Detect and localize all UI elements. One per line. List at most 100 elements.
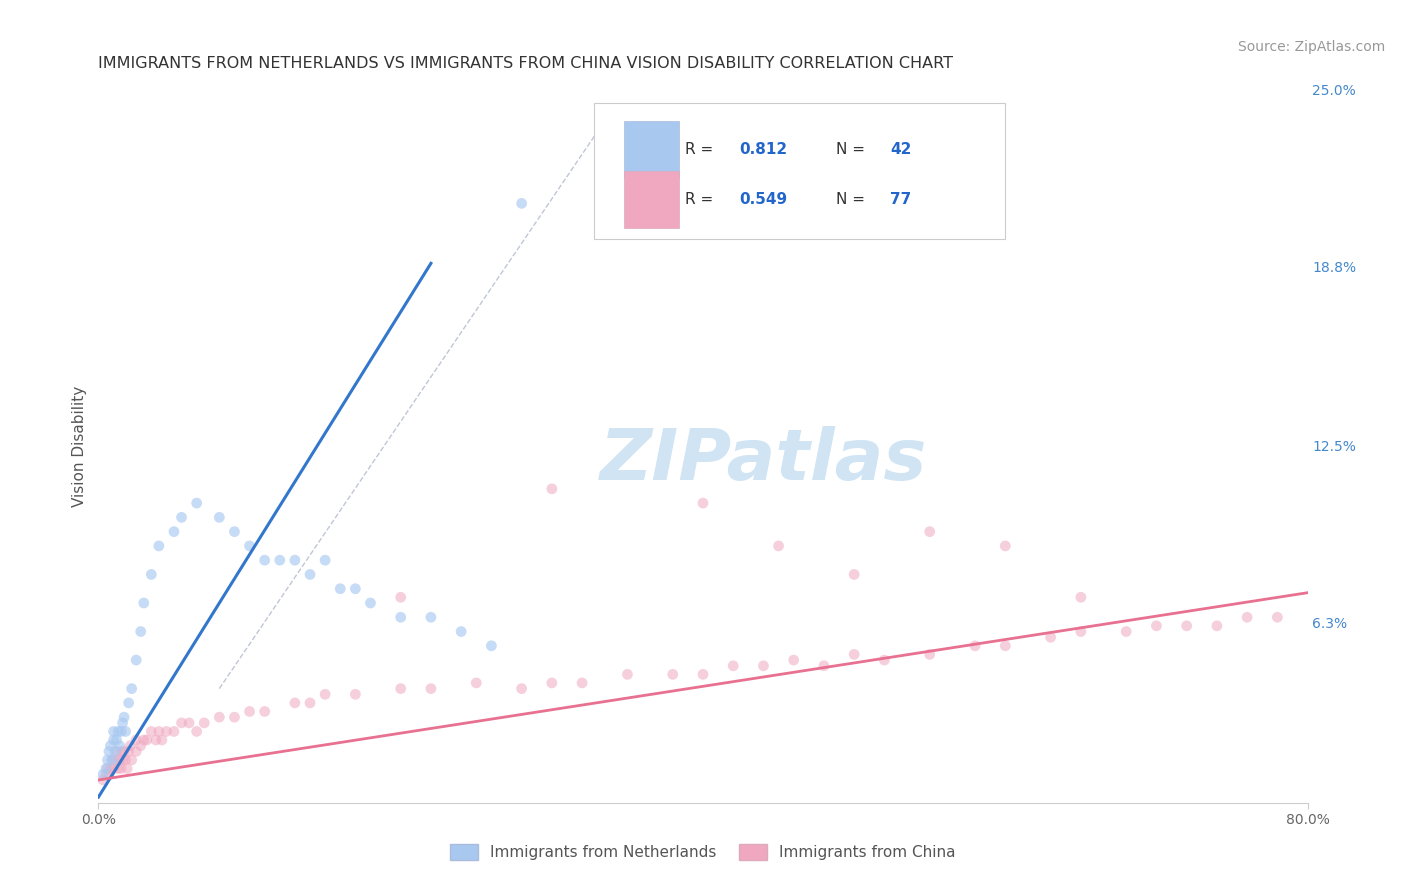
Point — [510, 196, 533, 211]
Legend: Immigrants from Netherlands, Immigrants from China: Immigrants from Netherlands, Immigrants … — [444, 838, 962, 866]
Point — [450, 624, 472, 639]
Text: N =: N = — [837, 193, 870, 207]
Point — [692, 667, 714, 681]
Point — [111, 753, 134, 767]
Point — [132, 596, 155, 610]
Point — [135, 733, 157, 747]
Point — [103, 762, 125, 776]
Point — [1070, 591, 1092, 605]
Point — [329, 582, 352, 596]
Point — [1236, 610, 1258, 624]
Point — [389, 591, 412, 605]
Point — [98, 744, 121, 758]
Point — [163, 524, 186, 539]
Point — [129, 739, 152, 753]
Point — [108, 739, 131, 753]
Point — [141, 724, 163, 739]
Point — [155, 724, 177, 739]
Point — [186, 496, 208, 510]
Point — [844, 567, 866, 582]
Point — [299, 567, 322, 582]
Point — [844, 648, 866, 662]
Point — [125, 653, 148, 667]
Point — [114, 753, 136, 767]
Point — [148, 724, 170, 739]
Point — [465, 676, 488, 690]
Point — [616, 667, 638, 681]
Point — [344, 687, 367, 701]
Point — [208, 510, 231, 524]
Text: 77: 77 — [890, 193, 911, 207]
Text: ZIPatlas: ZIPatlas — [600, 425, 927, 495]
Point — [107, 762, 129, 776]
Point — [193, 715, 215, 730]
Point — [120, 739, 142, 753]
Point — [344, 582, 367, 596]
Point — [540, 676, 562, 690]
Point — [101, 753, 124, 767]
FancyBboxPatch shape — [595, 103, 1005, 239]
Point — [121, 681, 143, 696]
Title: IMMIGRANTS FROM NETHERLANDS VS IMMIGRANTS FROM CHINA VISION DISABILITY CORRELATI: IMMIGRANTS FROM NETHERLANDS VS IMMIGRANT… — [98, 56, 953, 71]
Point — [360, 596, 382, 610]
Text: 0.549: 0.549 — [740, 193, 787, 207]
Point — [389, 610, 412, 624]
Point — [145, 733, 167, 747]
Point — [269, 553, 291, 567]
Point — [125, 733, 148, 747]
Point — [481, 639, 503, 653]
Point — [284, 696, 307, 710]
Text: 0.812: 0.812 — [740, 143, 787, 157]
Point — [314, 553, 336, 567]
Y-axis label: Vision Disability: Vision Disability — [72, 385, 87, 507]
Point — [768, 539, 790, 553]
Point — [96, 753, 118, 767]
Point — [118, 744, 141, 758]
Point — [752, 658, 775, 673]
Point — [125, 744, 148, 758]
Point — [110, 762, 132, 776]
Point — [170, 715, 193, 730]
Point — [96, 762, 118, 776]
Point — [1267, 610, 1289, 624]
Point — [1039, 630, 1062, 644]
Point — [100, 739, 122, 753]
Point — [115, 762, 138, 776]
Point — [661, 667, 683, 681]
Text: 42: 42 — [890, 143, 912, 157]
Point — [540, 482, 562, 496]
Point — [692, 496, 714, 510]
Point — [224, 524, 246, 539]
Point — [420, 610, 443, 624]
Point — [111, 715, 134, 730]
Point — [132, 733, 155, 747]
Text: Source: ZipAtlas.com: Source: ZipAtlas.com — [1237, 40, 1385, 54]
Point — [104, 753, 127, 767]
Point — [141, 567, 163, 582]
Point — [813, 658, 835, 673]
Point — [170, 510, 193, 524]
FancyBboxPatch shape — [624, 171, 679, 228]
Point — [918, 648, 941, 662]
Point — [253, 553, 276, 567]
Point — [103, 733, 125, 747]
Point — [108, 753, 131, 767]
Point — [510, 681, 533, 696]
Point — [239, 705, 262, 719]
Point — [224, 710, 246, 724]
Point — [114, 724, 136, 739]
Point — [783, 653, 806, 667]
Text: R =: R = — [685, 193, 718, 207]
Point — [103, 724, 125, 739]
Point — [91, 767, 114, 781]
Point — [1175, 619, 1198, 633]
Point — [299, 696, 322, 710]
Point — [1115, 624, 1137, 639]
Point — [112, 744, 135, 758]
Point — [94, 762, 117, 776]
Point — [105, 733, 128, 747]
Point — [110, 744, 132, 758]
Point — [1206, 619, 1229, 633]
Point — [1070, 624, 1092, 639]
Point — [284, 553, 307, 567]
